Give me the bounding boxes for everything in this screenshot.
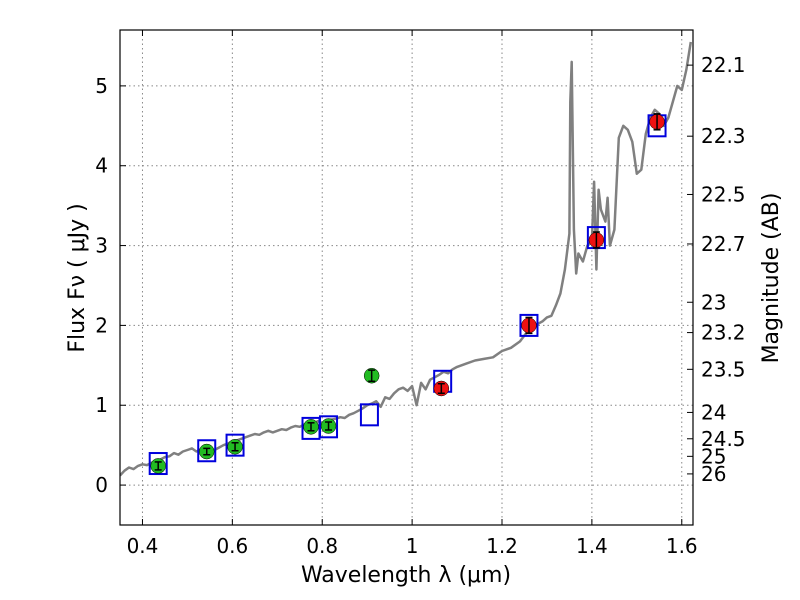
right-tick-label: 26 [701, 462, 726, 486]
right-tick-label: 24.5 [701, 427, 746, 451]
sed-line [120, 41, 693, 477]
model-flux-box [225, 433, 245, 457]
right-tick-label: 23 [701, 290, 726, 314]
plot-area [120, 41, 693, 477]
x-tick-label: 1.2 [486, 534, 518, 558]
grid-lines [120, 30, 693, 525]
x-tick-label: 1.6 [666, 534, 698, 558]
y-tick-label: 1 [95, 393, 108, 417]
x-tick-label: 1 [406, 534, 419, 558]
x-tick-label: 0.4 [127, 534, 159, 558]
y-tick-label: 2 [95, 313, 108, 337]
right-tick-label: 22.7 [701, 232, 746, 256]
y-axis-label: Flux Fν ( μJy ) [65, 203, 90, 352]
x-tick-label: 1.4 [576, 534, 608, 558]
model-flux-box [359, 403, 379, 427]
right-tick-label: 24 [701, 400, 726, 424]
model-flux-box [519, 313, 539, 337]
right-axis-label: Magnitude (AB) [759, 193, 784, 364]
right-tick-label: 23.2 [701, 321, 746, 345]
y-tick-label: 0 [95, 473, 108, 497]
model-flux-box [197, 439, 217, 463]
y-axis-ticks: 0 1 2 3 4 5 [95, 74, 126, 497]
model-flux-box [319, 415, 339, 439]
axes-frame [119, 29, 694, 526]
model-flux-box [148, 452, 168, 476]
x-tick-label: 0.6 [216, 534, 248, 558]
y-tick-label: 3 [95, 234, 108, 258]
x-axis-ticks: 0.4 0.6 0.8 1 1.2 1.4 1.6 [127, 30, 698, 558]
y-tick-label: 4 [95, 154, 108, 178]
right-tick-label: 23.5 [701, 357, 746, 381]
right-tick-label: 22.5 [701, 182, 746, 206]
x-axis-label: Wavelength λ (μm) [301, 563, 511, 588]
plot-clipped [120, 41, 693, 477]
right-tick-label: 22.1 [701, 53, 746, 77]
x-tick-label: 0.8 [306, 534, 338, 558]
right-tick-label: 22.3 [701, 124, 746, 148]
right-tick-label: 25 [701, 444, 726, 468]
y-tick-label: 5 [95, 74, 108, 98]
